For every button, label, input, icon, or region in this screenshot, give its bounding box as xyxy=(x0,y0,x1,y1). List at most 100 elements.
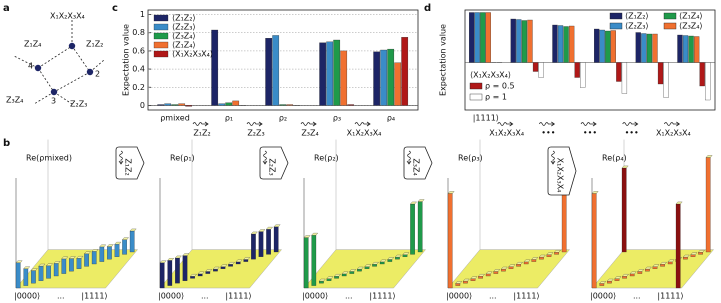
arrow xyxy=(192,121,209,127)
bar xyxy=(225,102,233,106)
bar xyxy=(705,62,711,101)
operation-label: Z₁Z₂ xyxy=(124,158,133,175)
plot-frame xyxy=(147,9,419,111)
bar xyxy=(167,260,173,286)
bar-top xyxy=(675,201,683,205)
bar xyxy=(682,35,689,63)
initial-state: |1111⟩ xyxy=(473,114,499,123)
arrow xyxy=(580,121,597,127)
arrow xyxy=(663,121,681,127)
stabilizer-label: Z₃Z₄ xyxy=(6,96,23,105)
bar-top xyxy=(205,269,213,272)
bar xyxy=(538,62,544,78)
bar xyxy=(53,263,59,277)
bar-top xyxy=(606,278,614,282)
bar xyxy=(265,38,273,106)
bar-top xyxy=(508,264,516,267)
legend-swatch xyxy=(469,82,483,90)
axis-label: |0000⟩ xyxy=(302,292,328,301)
bar xyxy=(326,41,334,106)
bar-top xyxy=(660,262,667,265)
bar-top xyxy=(273,224,281,227)
bar-top xyxy=(197,271,205,275)
bar xyxy=(417,201,423,253)
bar-top xyxy=(394,254,402,258)
bar xyxy=(531,259,537,262)
legend-label: ρ = 1 xyxy=(485,93,507,102)
bar xyxy=(688,35,694,63)
legend-swatch xyxy=(469,93,483,101)
bar xyxy=(610,30,616,63)
stabilizer-label: Z₁Z₄ xyxy=(24,40,41,49)
bar xyxy=(614,278,620,281)
legend-label: ⟨X₁X₂X₃X₄⟩ xyxy=(172,50,213,59)
bar xyxy=(178,103,186,106)
bar-top xyxy=(417,199,425,202)
bar xyxy=(508,266,514,269)
bar xyxy=(372,264,377,267)
bar xyxy=(469,12,475,63)
bar-top xyxy=(462,278,470,282)
bar xyxy=(379,261,385,265)
bar xyxy=(218,103,226,106)
bar xyxy=(232,100,240,106)
bar-top xyxy=(372,262,379,265)
bar xyxy=(326,278,332,281)
operation-box xyxy=(259,146,289,180)
y-tick-label: 0.8 xyxy=(132,28,145,37)
bar-top xyxy=(599,281,607,284)
plot-frame xyxy=(464,9,716,111)
arrow xyxy=(354,121,371,127)
arrow xyxy=(300,121,317,127)
bar xyxy=(485,12,491,63)
bar-top xyxy=(91,249,99,252)
bar-top xyxy=(15,260,23,263)
bar-top xyxy=(326,276,334,279)
bar xyxy=(157,104,165,106)
bar xyxy=(641,33,647,63)
arrow xyxy=(262,150,268,165)
bar xyxy=(569,25,575,63)
bar xyxy=(621,167,627,253)
bar xyxy=(84,253,89,267)
bar xyxy=(387,48,395,106)
operation-label: Z₃Z₄ xyxy=(301,129,318,138)
bar-top xyxy=(516,262,523,265)
operation-label: Z₂Z₃ xyxy=(268,158,277,175)
bar xyxy=(235,261,241,265)
bar xyxy=(705,157,711,253)
bar xyxy=(364,266,370,269)
y-tick-label: 0.2 xyxy=(132,83,145,92)
operation-box xyxy=(115,146,145,180)
bar xyxy=(677,34,683,63)
legend-label: ⟨Z₁Z₂⟩ xyxy=(625,12,649,21)
operation-box xyxy=(547,146,577,196)
bar xyxy=(690,254,696,257)
legend-swatch xyxy=(663,12,677,20)
qubit xyxy=(34,64,42,72)
arrow xyxy=(246,121,263,127)
bar xyxy=(286,104,294,106)
bar xyxy=(637,271,643,274)
bar-top xyxy=(220,264,228,267)
bar-top xyxy=(228,262,235,265)
stabilizer-label: X₁X₂X₃X₄ xyxy=(50,12,85,21)
bar xyxy=(532,62,539,72)
x-tick-label: ρ₃ xyxy=(333,114,341,123)
bar-top xyxy=(84,251,91,254)
bar-top xyxy=(644,266,652,270)
operation-label: ••• xyxy=(583,129,597,138)
bar xyxy=(622,276,627,279)
operation-label: Z₂Z₃ xyxy=(247,129,264,138)
legend-label: ⟨Z₁Z₂⟩ xyxy=(172,14,196,23)
arrow xyxy=(550,150,556,165)
bar xyxy=(258,231,264,257)
bar xyxy=(652,33,658,63)
legend-swatch xyxy=(153,23,169,31)
y-axis-label: Expectation value xyxy=(122,24,131,96)
legend-swatch xyxy=(153,32,169,40)
bar xyxy=(546,254,552,257)
bar-top xyxy=(174,255,182,259)
bar-top xyxy=(379,259,387,263)
bar-top xyxy=(106,244,114,247)
